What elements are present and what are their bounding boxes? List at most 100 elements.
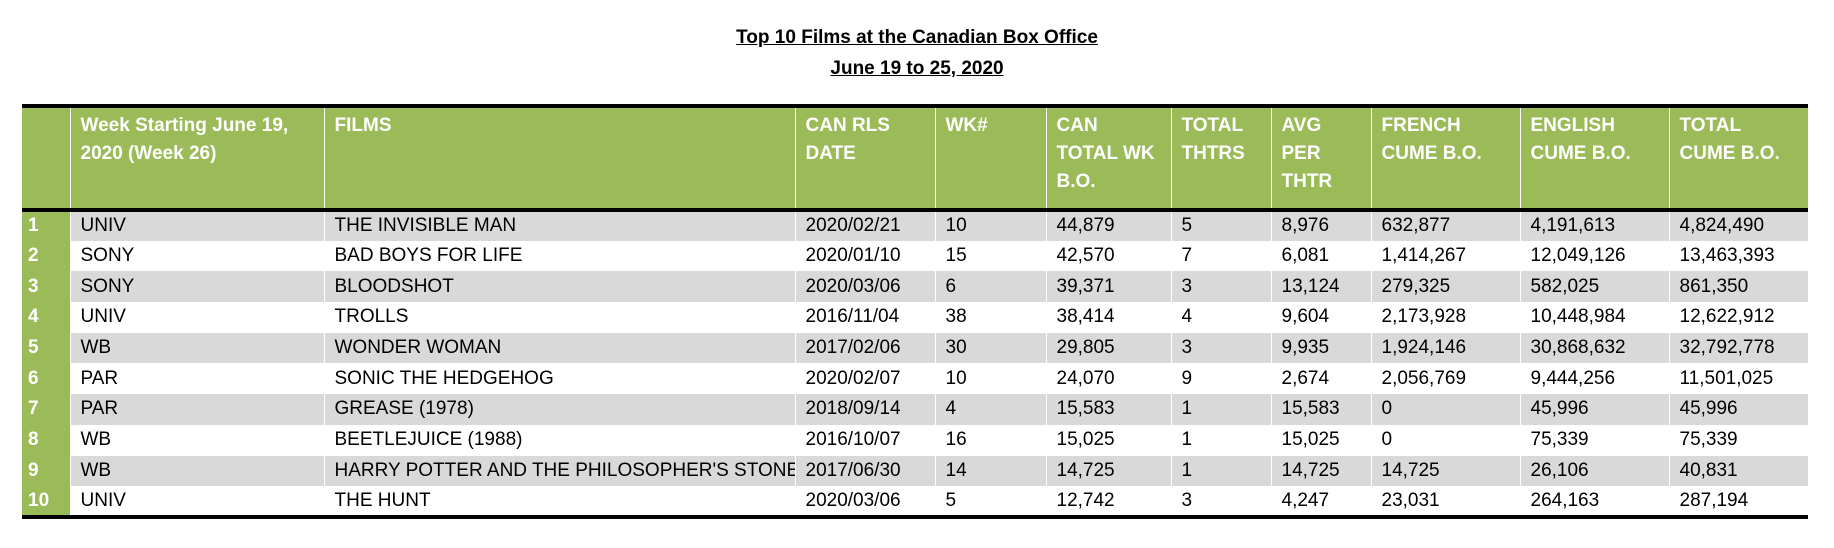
cell-release-date: 2020/02/21	[795, 210, 936, 241]
cell-english-cume: 75,339	[1520, 424, 1670, 456]
cell-average-per-theatre: 9,604	[1271, 302, 1372, 333]
cell-week-number: 14	[935, 455, 1047, 487]
cell-release-date: 2017/02/06	[795, 332, 936, 364]
cell-total-cume: 40,831	[1669, 455, 1808, 487]
title-line-2: June 19 to 25, 2020	[830, 58, 1004, 79]
cell-average-per-theatre: 15,025	[1271, 424, 1372, 456]
cell-french-cume: 14,725	[1371, 455, 1521, 487]
cell-french-cume: 23,031	[1371, 486, 1521, 517]
cell-film: BEETLEJUICE (1988)	[324, 424, 796, 456]
header-week-number: WK#	[935, 106, 1047, 212]
cell-average-per-theatre: 13,124	[1271, 271, 1372, 303]
cell-total-theatres: 5	[1171, 210, 1272, 241]
table-row: 4 UNIV TROLLS 2016/11/04 38 38,414 4 9,604 2,173…	[22, 302, 1808, 333]
cell-week-number: 10	[935, 210, 1047, 241]
cell-rank: 4	[22, 302, 71, 333]
cell-weekly-box-office: 24,070	[1046, 363, 1172, 395]
cell-average-per-theatre: 6,081	[1271, 240, 1372, 272]
cell-rank: 5	[22, 332, 71, 364]
cell-weekly-box-office: 29,805	[1046, 332, 1172, 364]
cell-distributor: UNIV	[70, 302, 325, 333]
cell-french-cume: 0	[1371, 394, 1521, 425]
cell-week-number: 38	[935, 302, 1047, 333]
cell-total-cume: 75,339	[1669, 424, 1808, 456]
header-total-theatres: TOTAL THTRS	[1171, 106, 1272, 212]
header-english-cume: ENGLISH CUME B.O.	[1520, 106, 1670, 212]
cell-film: GREASE (1978)	[324, 394, 796, 425]
cell-total-theatres: 3	[1171, 486, 1272, 517]
cell-distributor: SONY	[70, 271, 325, 303]
cell-release-date: 2020/01/10	[795, 240, 936, 272]
cell-release-date: 2020/03/06	[795, 486, 936, 517]
table-row: 10 UNIV THE HUNT 2020/03/06 5 12,742 3 4,247 23,…	[22, 486, 1808, 517]
cell-total-cume: 861,350	[1669, 271, 1808, 303]
cell-french-cume: 0	[1371, 424, 1521, 456]
cell-english-cume: 30,868,632	[1520, 332, 1670, 364]
cell-english-cume: 10,448,984	[1520, 302, 1670, 333]
table-row: 7 PAR GREASE (1978) 2018/09/14 4 15,583 1 15,58…	[22, 394, 1808, 425]
cell-average-per-theatre: 2,674	[1271, 363, 1372, 395]
header-row: Week Starting June 19, 2020 (Week 26) FI…	[22, 106, 1808, 212]
table-row: 2 SONY BAD BOYS FOR LIFE 2020/01/10 15 42,570…	[22, 240, 1808, 272]
cell-weekly-box-office: 39,371	[1046, 271, 1172, 303]
cell-release-date: 2016/10/07	[795, 424, 936, 456]
cell-total-theatres: 1	[1171, 424, 1272, 456]
header-distributor: Week Starting June 19, 2020 (Week 26)	[70, 106, 325, 212]
header-french-cume: FRENCH CUME B.O.	[1371, 106, 1521, 212]
cell-english-cume: 4,191,613	[1520, 210, 1670, 241]
cell-average-per-theatre: 14,725	[1271, 455, 1372, 487]
cell-weekly-box-office: 38,414	[1046, 302, 1172, 333]
cell-average-per-theatre: 9,935	[1271, 332, 1372, 364]
cell-distributor: WB	[70, 455, 325, 487]
cell-rank: 1	[22, 210, 71, 241]
cell-rank: 3	[22, 271, 71, 303]
table-row: 6 PAR SONIC THE HEDGEHOG 2020/02/07 10 24,070…	[22, 363, 1808, 395]
cell-release-date: 2020/02/07	[795, 363, 936, 395]
cell-english-cume: 264,163	[1520, 486, 1670, 517]
cell-french-cume: 1,414,267	[1371, 240, 1521, 272]
cell-average-per-theatre: 4,247	[1271, 486, 1372, 517]
box-office-table: Week Starting June 19, 2020 (Week 26) FI…	[22, 104, 1808, 519]
cell-total-cume: 287,194	[1669, 486, 1808, 517]
cell-rank: 10	[22, 486, 71, 517]
title-line-1: Top 10 Films at the Canadian Box Office	[736, 27, 1098, 48]
cell-total-theatres: 3	[1171, 332, 1272, 364]
cell-total-cume: 45,996	[1669, 394, 1808, 425]
header-total-cume: TOTAL CUME B.O.	[1669, 106, 1808, 212]
cell-rank: 8	[22, 424, 71, 456]
cell-french-cume: 2,173,928	[1371, 302, 1521, 333]
cell-week-number: 10	[935, 363, 1047, 395]
cell-distributor: PAR	[70, 363, 325, 395]
cell-film: THE INVISIBLE MAN	[324, 210, 796, 241]
cell-rank: 2	[22, 240, 71, 272]
cell-release-date: 2016/11/04	[795, 302, 936, 333]
cell-release-date: 2018/09/14	[795, 394, 936, 425]
cell-release-date: 2020/03/06	[795, 271, 936, 303]
header-release-date: CAN RLS DATE	[795, 106, 936, 212]
cell-total-cume: 4,824,490	[1669, 210, 1808, 241]
cell-total-cume: 13,463,393	[1669, 240, 1808, 272]
report-title: Top 10 Films at the Canadian Box Office …	[0, 22, 1834, 84]
table-row: 8 WB BEETLEJUICE (1988) 2016/10/07 16 15,025 1…	[22, 424, 1808, 456]
table-row: 1 UNIV THE INVISIBLE MAN 2020/02/21 10 44,879…	[22, 210, 1808, 241]
cell-french-cume: 2,056,769	[1371, 363, 1521, 395]
table-row: 9 WB HARRY POTTER AND THE PHILOSOPHER'S ST…	[22, 455, 1808, 487]
table-body: 1 UNIV THE INVISIBLE MAN 2020/02/21 10 44,879…	[22, 210, 1808, 517]
cell-total-theatres: 9	[1171, 363, 1272, 395]
cell-english-cume: 12,049,126	[1520, 240, 1670, 272]
cell-weekly-box-office: 14,725	[1046, 455, 1172, 487]
cell-french-cume: 1,924,146	[1371, 332, 1521, 364]
cell-week-number: 5	[935, 486, 1047, 517]
header-rank	[22, 106, 71, 212]
cell-english-cume: 582,025	[1520, 271, 1670, 303]
header-average-per-theatre: AVG PER THTR	[1271, 106, 1372, 212]
cell-total-theatres: 3	[1171, 271, 1272, 303]
cell-distributor: SONY	[70, 240, 325, 272]
cell-rank: 9	[22, 455, 71, 487]
cell-rank: 6	[22, 363, 71, 395]
cell-distributor: UNIV	[70, 486, 325, 517]
cell-rank: 7	[22, 394, 71, 425]
cell-english-cume: 45,996	[1520, 394, 1670, 425]
cell-distributor: PAR	[70, 394, 325, 425]
cell-film: HARRY POTTER AND THE PHILOSOPHER'S STONE	[324, 455, 796, 487]
